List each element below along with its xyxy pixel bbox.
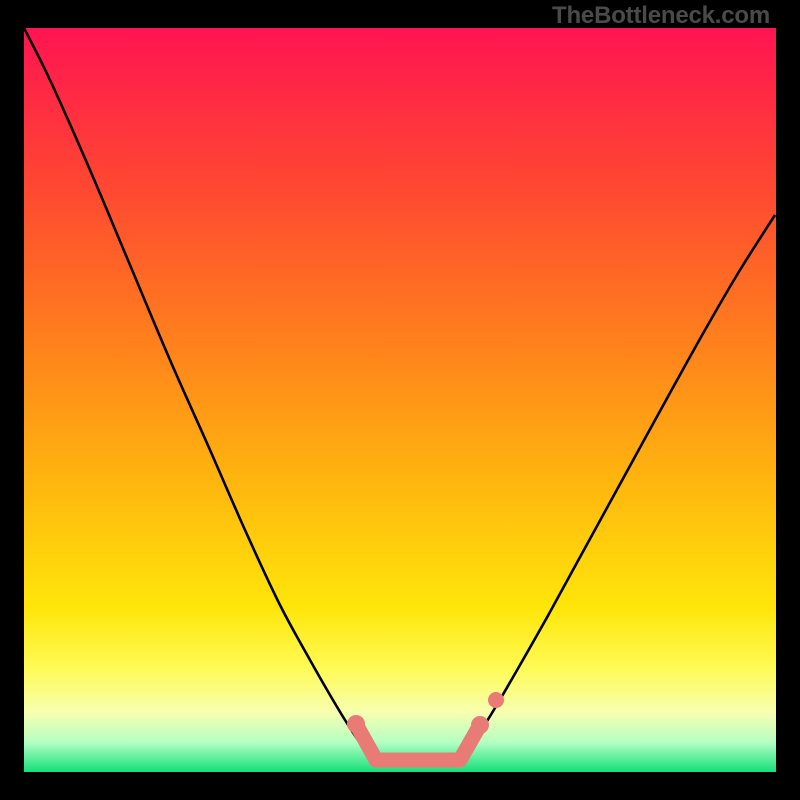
highlight-dot <box>347 715 365 733</box>
optimal-range-highlight <box>347 692 504 760</box>
bottleneck-left-curve <box>24 28 368 752</box>
highlight-dot <box>471 716 489 734</box>
chart-svg-layer <box>0 0 800 800</box>
chart-frame: TheBottleneck.com <box>0 0 800 800</box>
highlight-dot <box>488 692 504 708</box>
bottleneck-right-curve <box>465 215 775 752</box>
